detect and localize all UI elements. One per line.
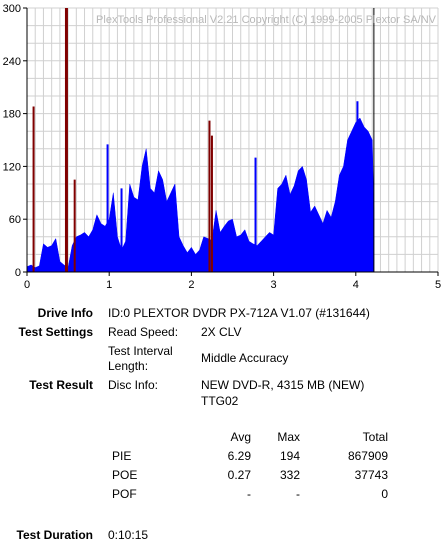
drive-info-value: ID:0 PLEXTOR DVDR PX-712A V1.07 (#131644… bbox=[108, 306, 370, 320]
y-tick-label: 0 bbox=[15, 267, 21, 279]
row-pie-avg: 6.29 bbox=[227, 449, 251, 463]
row-pof-max: - bbox=[296, 487, 300, 501]
x-tick-label: 2 bbox=[188, 279, 194, 291]
x-tick-label: 1 bbox=[106, 279, 112, 291]
row-pie-max: 194 bbox=[279, 449, 300, 463]
test-duration-value: 0:10:15 bbox=[108, 528, 149, 542]
y-tick-label: 240 bbox=[3, 56, 21, 68]
col-header-avg: Avg bbox=[230, 430, 251, 444]
x-tick-label: 3 bbox=[271, 279, 277, 291]
drive-info-label: Drive Info bbox=[37, 306, 93, 320]
x-tick-label: 0 bbox=[24, 279, 30, 291]
test-result-label: Test Result bbox=[29, 378, 93, 392]
row-pie-total: 867909 bbox=[347, 449, 388, 463]
row-poe-max: 332 bbox=[279, 468, 300, 482]
pie-area-series bbox=[26, 117, 375, 273]
col-header-max: Max bbox=[277, 430, 300, 444]
chart-plot-area bbox=[26, 8, 375, 273]
disc-info-label: Disc Info: bbox=[108, 378, 159, 392]
row-pof-total: 0 bbox=[381, 487, 388, 501]
row-pof-avg: - bbox=[247, 487, 251, 501]
disc-info-line2: TTG02 bbox=[201, 394, 239, 408]
y-tick-label: 180 bbox=[3, 109, 21, 121]
y-tick-label: 300 bbox=[3, 3, 21, 15]
x-tick-label: 5 bbox=[435, 279, 441, 291]
chart-axes: 0 1 2 3 4 5 0 60 120 180 240 300 bbox=[3, 3, 441, 291]
row-pie-name: PIE bbox=[112, 449, 132, 463]
read-speed-value: 2X CLV bbox=[201, 325, 242, 339]
y-tick-label: 120 bbox=[3, 161, 21, 173]
disc-info-line1: NEW DVD-R, 4315 MB (NEW) bbox=[201, 378, 365, 392]
read-speed-label: Read Speed: bbox=[108, 325, 179, 339]
col-header-total: Total bbox=[362, 430, 388, 444]
row-poe-avg: 0.27 bbox=[227, 468, 251, 482]
test-interval-label-line1: Test Interval bbox=[108, 344, 173, 358]
test-settings-label: Test Settings bbox=[18, 325, 93, 339]
chart-watermark: PlexTools Professional V2.21 Copyright (… bbox=[96, 14, 437, 26]
y-tick-label: 60 bbox=[9, 214, 21, 226]
test-duration-label: Test Duration bbox=[16, 528, 93, 542]
row-poe-total: 37743 bbox=[354, 468, 388, 482]
row-pof-name: POF bbox=[112, 487, 137, 501]
test-interval-value: Middle Accuracy bbox=[201, 351, 289, 365]
test-interval-label-line2: Length: bbox=[108, 359, 149, 373]
row-poe-name: POE bbox=[112, 468, 138, 482]
x-tick-label: 4 bbox=[353, 279, 359, 291]
error-chart: 0 1 2 3 4 5 0 60 120 180 240 300 PlexTools Professi… bbox=[3, 3, 441, 291]
